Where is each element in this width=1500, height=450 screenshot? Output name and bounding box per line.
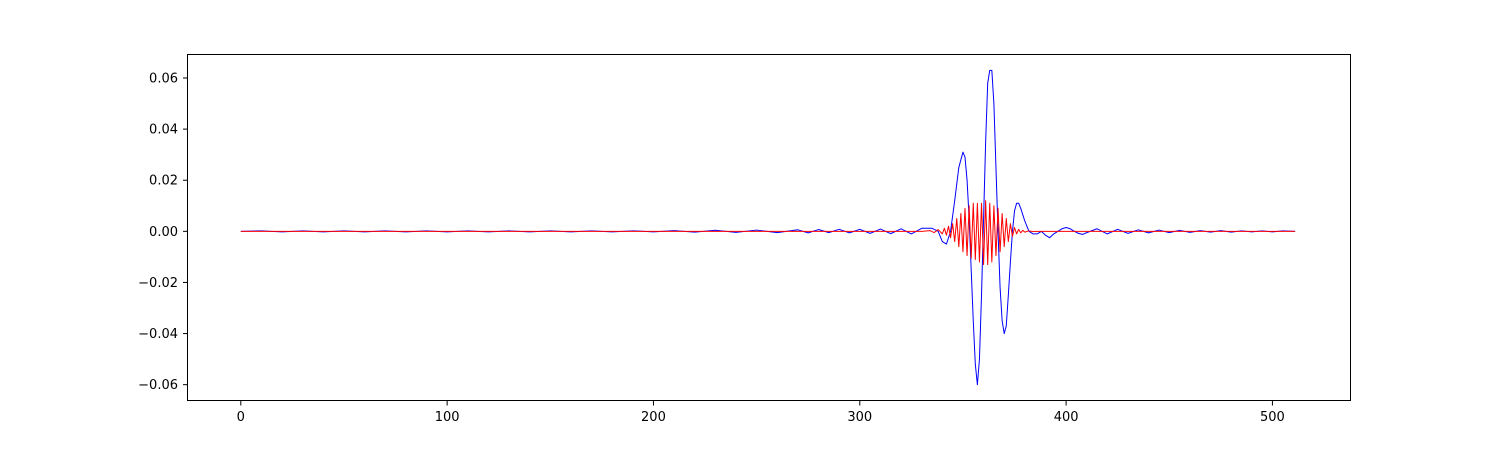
y-tick-label: 0.02 — [149, 174, 178, 189]
y-tick-label: 0.06 — [149, 72, 178, 87]
x-tick-label: 100 — [435, 410, 460, 425]
y-tick-label: −0.04 — [138, 327, 178, 342]
y-axis: −0.06 −0.04 −0.02 0.00 0.02 0.04 0.06 — [138, 72, 188, 393]
x-tick-label: 400 — [1054, 410, 1079, 425]
series-line-2 — [240, 200, 1296, 266]
series-line-1 — [240, 69, 1296, 386]
x-tick-label: 300 — [847, 410, 872, 425]
y-tick-label: 0.04 — [149, 123, 178, 138]
x-tick-label: 0 — [237, 410, 245, 425]
x-axis: 0 100 200 300 400 500 — [237, 400, 1285, 425]
x-tick-label: 500 — [1260, 410, 1285, 425]
axes-frame — [187, 54, 1351, 401]
y-tick-label: −0.02 — [138, 276, 178, 291]
series-layer — [240, 69, 1296, 386]
y-tick-label: 0.00 — [149, 225, 178, 240]
x-tick-label: 200 — [641, 410, 666, 425]
y-tick-label: −0.06 — [138, 378, 178, 393]
